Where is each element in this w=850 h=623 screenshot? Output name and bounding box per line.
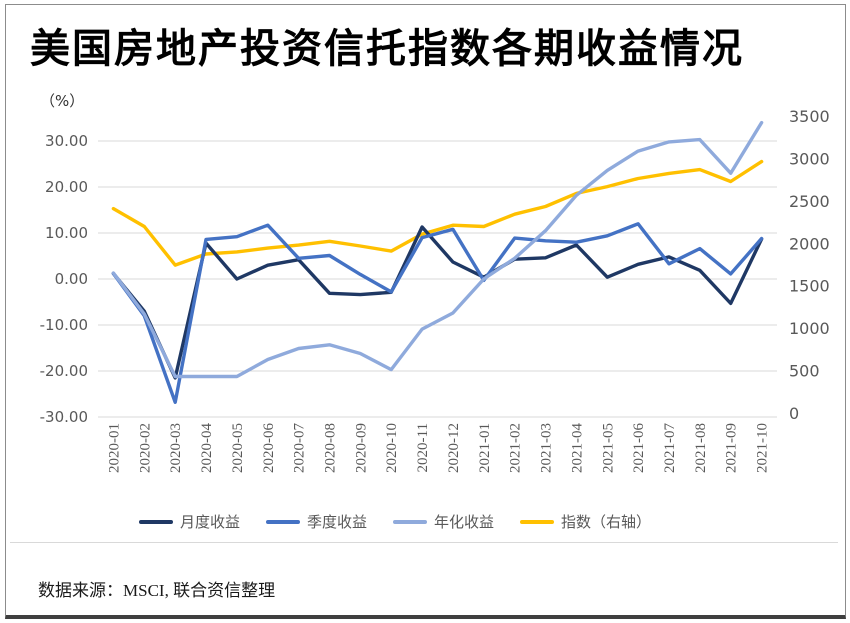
series-line-index (111, 159, 764, 267)
legend-label-quarterly: 季度收益 (307, 513, 368, 531)
legend-item-annualized: 年化收益 (393, 511, 494, 532)
source-note: 数据来源：MSCI, 联合资信整理 (38, 581, 276, 600)
series-line-annualized (111, 120, 764, 379)
x-axis-tick-label: 2021-08 (693, 423, 709, 473)
x-axis-tick-label: 2021-07 (662, 423, 678, 473)
right-axis-tick-label: 500 (789, 362, 820, 381)
right-axis-tick-label: 3500 (789, 107, 830, 126)
legend-swatch-monthly (139, 519, 173, 524)
left-axis-unit-label: （%） (40, 92, 85, 110)
x-axis-tick-label: 2020-08 (322, 423, 338, 473)
right-axis-tick-label: 2000 (789, 234, 830, 253)
legend-item-quarterly: 季度收益 (266, 511, 367, 532)
legend-item-monthly: 月度收益 (139, 511, 240, 532)
x-axis-tick-label: 2020-05 (230, 423, 246, 473)
x-axis-tick-label: 2020-09 (353, 423, 369, 473)
chart-bottom-divider (10, 542, 838, 543)
chart-title: 美国房地产投资信托指数各期收益情况 (30, 26, 744, 72)
x-axis-tick-label: 2021-05 (600, 423, 616, 473)
x-axis-tick-label: 2020-04 (199, 423, 215, 473)
x-axis-tick-label: 2021-02 (508, 423, 524, 473)
x-axis-tick-label: 2021-09 (724, 423, 740, 473)
right-axis-tick-label: 0 (789, 404, 799, 423)
series-line-monthly (111, 225, 764, 380)
x-axis-tick-label: 2020-06 (261, 423, 277, 473)
legend-label-index: 指数（右轴） (561, 513, 652, 531)
x-axis-tick-label: 2020-11 (415, 423, 431, 472)
left-axis-tick-label: -10.00 (40, 316, 88, 334)
left-axis-tick-label: 0.00 (55, 270, 88, 288)
x-axis-tick-label: 2020-03 (168, 423, 184, 473)
legend-label-monthly: 月度收益 (180, 513, 241, 531)
series-line-quarterly (111, 222, 764, 404)
legend-swatch-quarterly (266, 519, 301, 524)
x-axis-tick-label: 2021-03 (539, 423, 555, 473)
left-axis-tick-label: 10.00 (45, 224, 88, 242)
right-axis-tick-label: 3000 (789, 149, 830, 168)
legend-label-annualized: 年化收益 (434, 513, 495, 531)
x-axis-tick-label: 2020-10 (384, 423, 400, 473)
x-axis-tick-label: 2020-02 (137, 423, 153, 473)
x-axis-tick-label: 2020-07 (292, 423, 308, 473)
x-axis-tick-label: 2020-01 (106, 423, 122, 473)
x-axis-tick-label: 2021-06 (631, 423, 647, 473)
right-axis-tick-label: 1500 (789, 277, 830, 296)
chart-legend: 月度收益 季度收益 年化收益 指数（右轴） (139, 511, 651, 532)
x-axis-tick-label: 2021-04 (569, 423, 585, 473)
line-chart-plot: 30.00 20.00 10.00 0.00 -10.00 -20.00 -30.00 350… (40, 107, 830, 473)
left-axis-tick-label: -20.00 (40, 362, 88, 380)
x-axis-tick-label: 2021-10 (755, 423, 771, 473)
right-axis-tick-label: 2500 (789, 192, 830, 211)
legend-swatch-index (520, 519, 555, 524)
legend-item-index: 指数（右轴） (520, 511, 651, 532)
x-axis-tick-label: 2021-01 (477, 423, 493, 473)
legend-swatch-annualized (393, 519, 428, 524)
left-axis-tick-label: 30.00 (45, 132, 88, 150)
left-axis-tick-label: -30.00 (40, 408, 88, 426)
x-axis-tick-label: 2020-12 (446, 423, 462, 473)
left-axis-tick-label: 20.00 (45, 178, 88, 196)
right-axis-tick-label: 1000 (789, 319, 830, 338)
